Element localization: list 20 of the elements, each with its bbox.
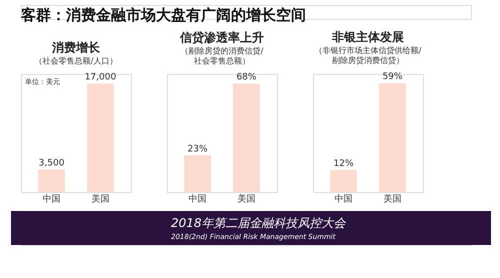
text: 2018年第二届金融科技风控大会 bbox=[171, 216, 347, 230]
chart-title: 信贷渗透率上升 bbox=[179, 30, 264, 45]
data-label: 3,500 bbox=[38, 158, 65, 169]
x-tick-label: 美国 bbox=[237, 194, 256, 204]
data-label: 17,000 bbox=[84, 72, 116, 83]
x-tick-label: 中国 bbox=[334, 194, 353, 204]
chart-subtitle: （剔除房贷的消费信贷/ 社会零售总额） bbox=[180, 46, 264, 66]
x-tick-label: 中国 bbox=[42, 194, 61, 204]
x-tick-label: 美国 bbox=[91, 194, 110, 204]
chart-title: 非银主体发展 bbox=[331, 30, 404, 44]
data-label: 59% bbox=[382, 72, 403, 82]
data-label: 12% bbox=[334, 158, 354, 169]
chart-title: 消费增长 bbox=[51, 40, 101, 55]
data-label: 68% bbox=[236, 72, 257, 83]
x-tick-label: 美国 bbox=[383, 194, 402, 204]
text: 客群：消费金融市场大盘有广阔的增长空间 bbox=[20, 6, 306, 24]
chart-subtitle: （社会零售总额/人口） bbox=[34, 56, 118, 66]
chart-subtitle: （非银行市场主体信贷供给额/ 剔除房贷消费信贷） bbox=[314, 46, 422, 66]
data-label: 23% bbox=[188, 144, 208, 154]
x-tick-label: 中国 bbox=[188, 194, 207, 204]
